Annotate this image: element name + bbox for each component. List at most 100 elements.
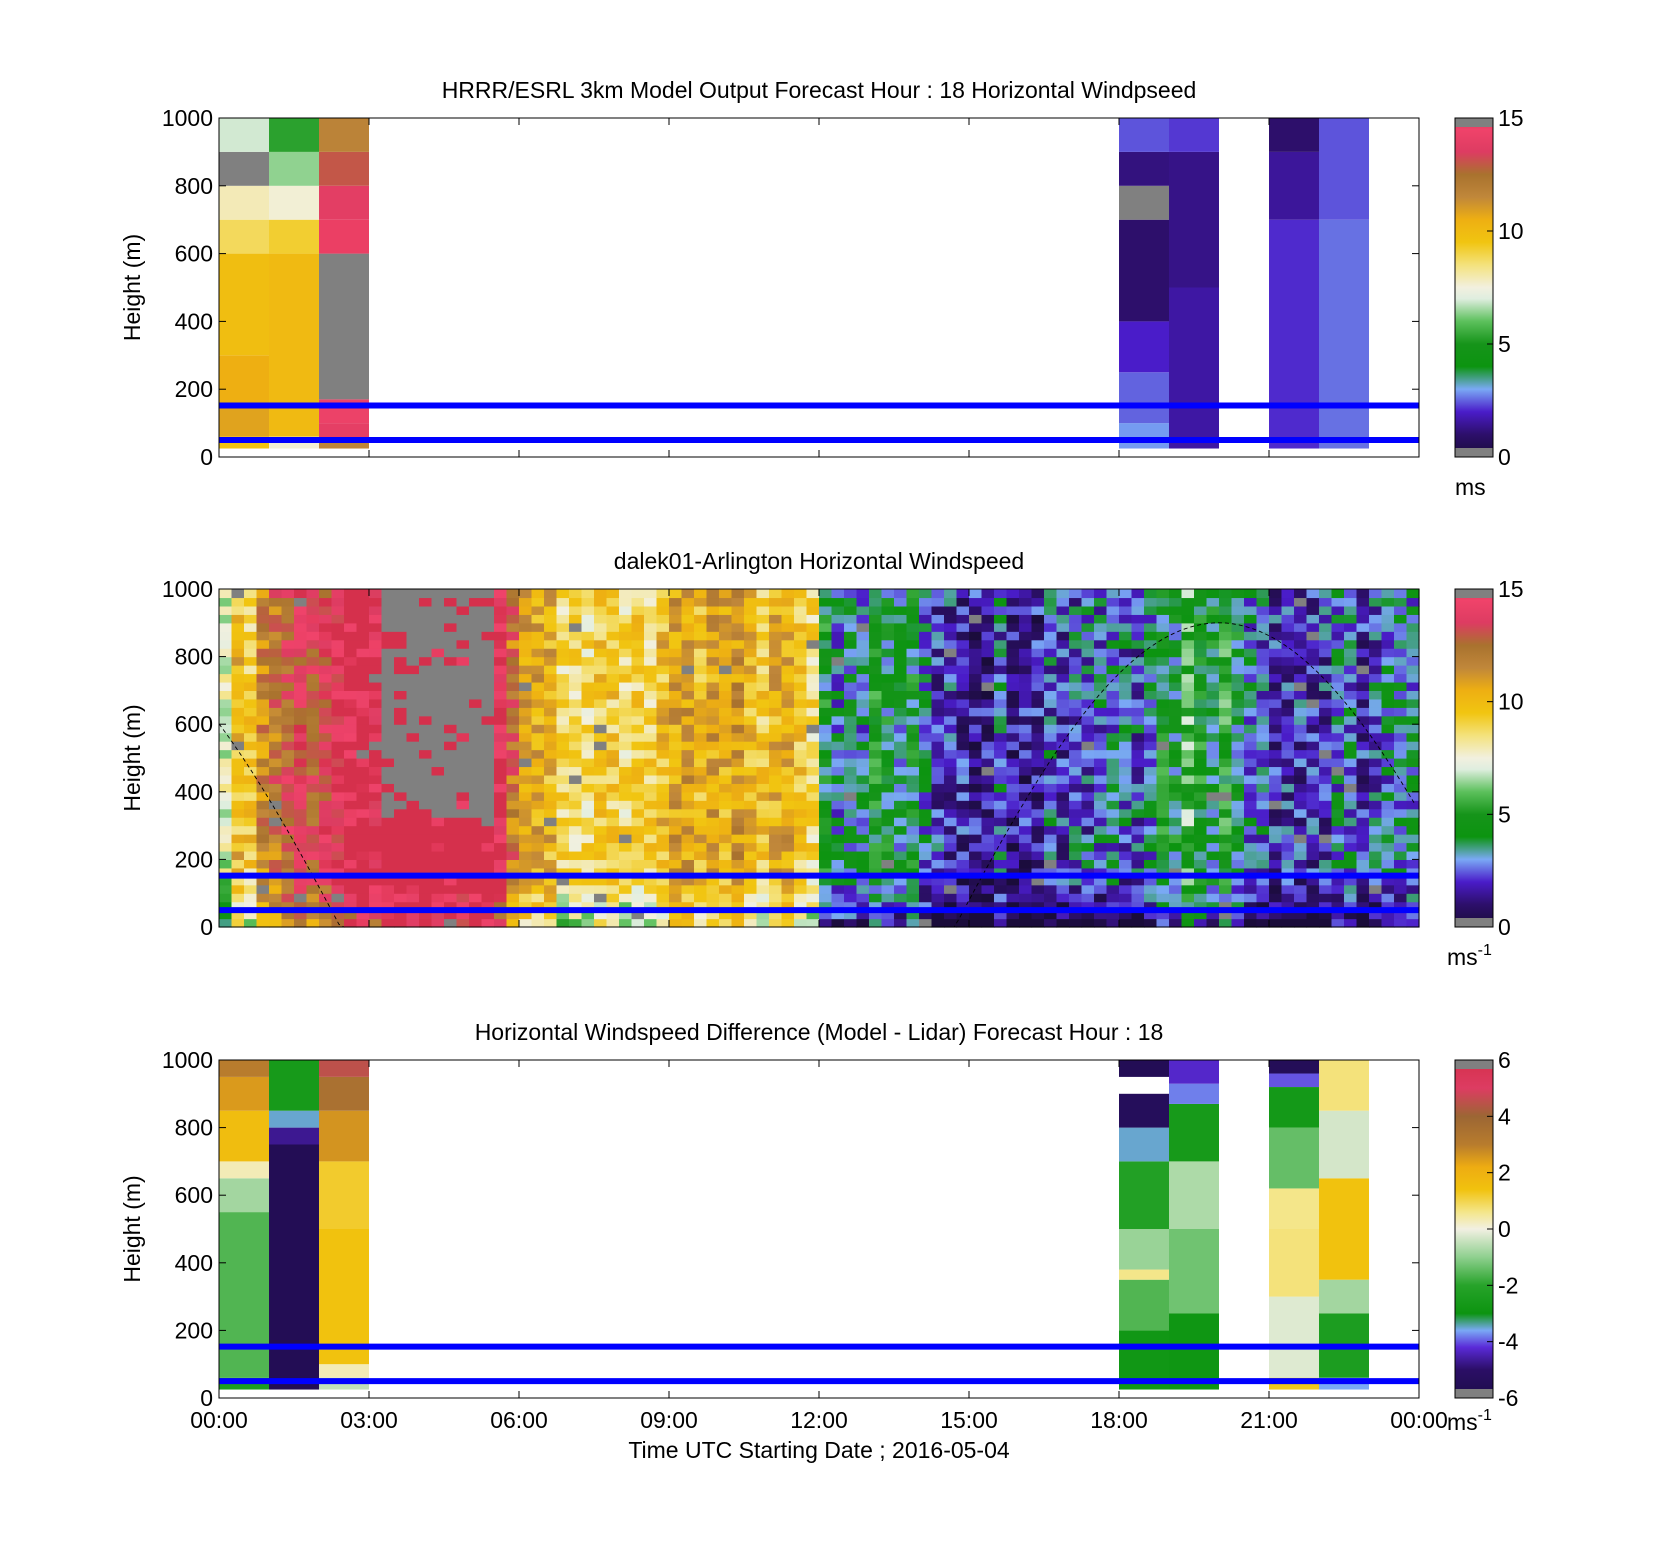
heatmap-cell xyxy=(356,622,370,632)
heatmap-cell xyxy=(1019,758,1033,768)
heatmap-cell xyxy=(1106,783,1120,793)
heatmap-cell xyxy=(1381,859,1395,869)
heatmap-cell xyxy=(769,766,783,776)
heatmap-cell xyxy=(419,698,433,708)
heatmap-cell xyxy=(781,622,795,632)
heatmap-cell xyxy=(931,842,945,852)
heatmap-cell xyxy=(881,673,895,683)
y-tick-label: 800 xyxy=(175,644,213,670)
heatmap-cell xyxy=(1219,597,1233,607)
heatmap-cell xyxy=(506,884,520,894)
heatmap-cell xyxy=(781,665,795,675)
heatmap-cell xyxy=(1031,766,1045,776)
heatmap-cell xyxy=(531,834,545,844)
heatmap-cell xyxy=(1231,724,1245,734)
heatmap-cell xyxy=(1219,884,1233,894)
heatmap-cell xyxy=(1369,893,1383,903)
heatmap-cell xyxy=(594,758,608,768)
heatmap-cell xyxy=(906,665,920,675)
heatmap-cell xyxy=(1294,656,1308,666)
heatmap-cell xyxy=(1244,817,1258,827)
heatmap-cell xyxy=(1156,665,1170,675)
heatmap-cell xyxy=(1206,715,1220,725)
heatmap-cell xyxy=(406,800,420,810)
heatmap-cell xyxy=(1181,639,1195,649)
heatmap-cell xyxy=(319,884,333,894)
heatmap-cell xyxy=(781,800,795,810)
heatmap-cell xyxy=(1206,648,1220,658)
heatmap-cell xyxy=(694,707,708,717)
heatmap-cell xyxy=(706,665,720,675)
heatmap-cell xyxy=(931,741,945,751)
heatmap-cell xyxy=(731,741,745,751)
heatmap-cell xyxy=(744,918,758,928)
heatmap-cell xyxy=(919,749,933,759)
heatmap-cell xyxy=(956,724,970,734)
heatmap-cell xyxy=(719,732,733,742)
heatmap-cell xyxy=(256,690,270,700)
heatmap-cell xyxy=(319,749,333,759)
heatmap-cell xyxy=(1256,783,1270,793)
heatmap-cell xyxy=(294,605,308,615)
heatmap-cell xyxy=(1394,715,1408,725)
heatmap-cell xyxy=(1119,648,1133,658)
heatmap-cell xyxy=(969,800,983,810)
y-tick-label: 200 xyxy=(175,846,213,872)
heatmap-cell xyxy=(494,639,508,649)
heatmap-cell xyxy=(469,800,483,810)
heatmap-cell xyxy=(431,631,445,641)
heatmap-cell xyxy=(644,842,658,852)
heatmap-cell xyxy=(794,656,808,666)
heatmap-cell xyxy=(1219,639,1233,649)
heatmap-cell xyxy=(1031,867,1045,877)
heatmap-cell xyxy=(294,876,308,886)
heatmap-cell xyxy=(1094,605,1108,615)
heatmap-cell xyxy=(794,749,808,759)
heatmap-cell xyxy=(794,589,808,599)
heatmap-cell xyxy=(544,774,558,784)
heatmap-cell xyxy=(1106,910,1120,920)
heatmap-cell xyxy=(1206,910,1220,920)
heatmap-cell xyxy=(344,631,358,641)
heatmap-cell xyxy=(1244,681,1258,691)
heatmap-cell xyxy=(1106,893,1120,903)
heatmap-cell xyxy=(781,589,795,599)
heatmap-cell xyxy=(1031,859,1045,869)
heatmap-cell xyxy=(256,774,270,784)
heatmap-cell xyxy=(944,656,958,666)
heatmap-cell xyxy=(431,876,445,886)
heatmap-cell xyxy=(1119,758,1133,768)
heatmap-cell xyxy=(394,707,408,717)
heatmap-cell xyxy=(1094,724,1108,734)
heatmap-cell xyxy=(969,910,983,920)
heatmap-cell xyxy=(1194,681,1208,691)
heatmap-cell xyxy=(1394,766,1408,776)
heatmap-cell xyxy=(769,749,783,759)
heatmap-cell xyxy=(706,808,720,818)
heatmap-cell xyxy=(219,825,233,835)
heatmap-cell xyxy=(1331,631,1345,641)
heatmap-cell xyxy=(481,741,495,751)
heatmap-cell xyxy=(956,690,970,700)
heatmap-cell xyxy=(769,715,783,725)
heatmap-cell xyxy=(294,893,308,903)
heatmap-cell xyxy=(219,867,233,877)
heatmap-cell xyxy=(794,918,808,928)
heatmap-cell xyxy=(494,656,508,666)
heatmap-cell xyxy=(556,749,570,759)
heatmap-cell xyxy=(906,597,920,607)
heatmap-cell xyxy=(431,741,445,751)
heatmap-cell xyxy=(656,614,670,624)
heatmap-cell xyxy=(781,825,795,835)
heatmap-cell xyxy=(1219,673,1233,683)
heatmap-cell xyxy=(456,758,470,768)
heatmap-cell xyxy=(1219,758,1233,768)
heatmap-cell xyxy=(1394,783,1408,793)
x-tick-label: 00:00 xyxy=(1390,1407,1448,1433)
heatmap-cell xyxy=(1069,707,1083,717)
heatmap-cell xyxy=(956,800,970,810)
heatmap-cell xyxy=(331,698,345,708)
heatmap-cell xyxy=(1156,732,1170,742)
heatmap-cell xyxy=(931,690,945,700)
heatmap-cell xyxy=(281,783,295,793)
